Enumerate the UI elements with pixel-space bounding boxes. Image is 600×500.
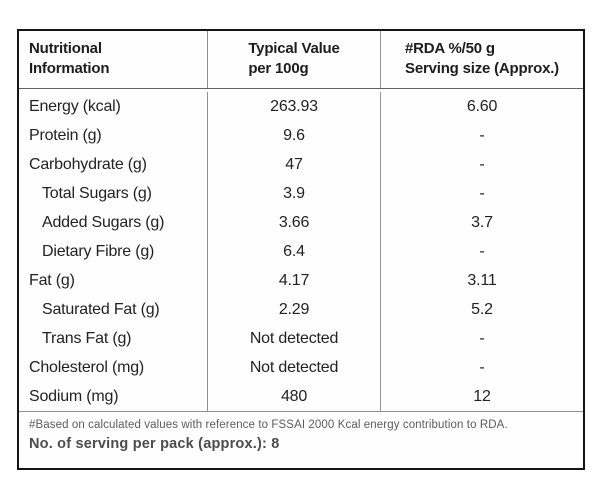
row-value-per-100g: 480 xyxy=(207,382,380,411)
header-line: Serving size (Approx.) xyxy=(405,59,559,77)
table-row-fat: Fat (g) 4.17 3.11 xyxy=(19,266,583,295)
row-value-per-100g: 9.6 xyxy=(207,121,380,150)
nutrition-facts-table: Nutritional Information Typical Value pe… xyxy=(17,29,585,470)
row-value-per-100g: Not detected xyxy=(207,353,380,382)
row-rda-value: 3.7 xyxy=(380,208,583,237)
table-row-total-sugars: Total Sugars (g) 3.9 - xyxy=(19,179,583,208)
servings-per-pack: No. of serving per pack (approx.): 8 xyxy=(29,436,280,452)
row-rda-value: - xyxy=(380,324,583,353)
row-rda-value: - xyxy=(380,353,583,382)
table-row-cholesterol: Cholesterol (mg) Not detected - xyxy=(19,353,583,382)
header-typical-value: Typical Value per 100g xyxy=(207,31,380,88)
table-row-trans-fat: Trans Fat (g) Not detected - xyxy=(19,324,583,353)
row-rda-value: - xyxy=(380,237,583,266)
row-label: Cholesterol (mg) xyxy=(29,358,145,376)
row-rda-value: - xyxy=(380,150,583,179)
row-label: Added Sugars (g) xyxy=(42,213,165,231)
row-label: Fat (g) xyxy=(29,271,75,289)
row-rda-value: - xyxy=(380,179,583,208)
row-label: Sodium (mg) xyxy=(29,387,119,405)
rda-footnote: #Based on calculated values with referen… xyxy=(29,419,508,431)
row-label: Energy (kcal) xyxy=(29,97,121,115)
row-value-per-100g: 4.17 xyxy=(207,266,380,295)
table-body: Energy (kcal) 263.93 6.60 Protein (g) 9.… xyxy=(19,89,583,411)
header-line: per 100g xyxy=(248,59,309,77)
header-line: Nutritional xyxy=(29,40,102,57)
row-rda-value: 12 xyxy=(380,382,583,411)
row-label: Dietary Fibre (g) xyxy=(42,242,155,260)
row-value-per-100g: 3.9 xyxy=(207,179,380,208)
table-row-sodium: Sodium (mg) 480 12 xyxy=(19,382,583,411)
row-rda-value: 6.60 xyxy=(380,92,583,121)
row-value-per-100g: 6.4 xyxy=(207,237,380,266)
table-row-energy: Energy (kcal) 263.93 6.60 xyxy=(19,92,583,121)
row-label: Trans Fat (g) xyxy=(42,329,132,347)
table-row-protein: Protein (g) 9.6 - xyxy=(19,121,583,150)
header-rda-serving: #RDA %/50 g Serving size (Approx.) xyxy=(380,31,583,88)
row-value-per-100g: 2.29 xyxy=(207,295,380,324)
table-row-added-sugars: Added Sugars (g) 3.66 3.7 xyxy=(19,208,583,237)
row-rda-value: - xyxy=(380,121,583,150)
header-line: Typical Value xyxy=(248,40,340,57)
row-value-per-100g: 263.93 xyxy=(207,92,380,121)
table-row-saturated-fat: Saturated Fat (g) 2.29 5.2 xyxy=(19,295,583,324)
header-line: Information xyxy=(29,59,110,77)
row-label: Protein (g) xyxy=(29,126,102,144)
header-line: #RDA %/50 g xyxy=(405,40,495,57)
row-label: Total Sugars (g) xyxy=(42,184,152,202)
table-row-dietary-fibre: Dietary Fibre (g) 6.4 - xyxy=(19,237,583,266)
row-rda-value: 3.11 xyxy=(380,266,583,295)
row-label: Saturated Fat (g) xyxy=(42,300,160,318)
row-value-per-100g: 3.66 xyxy=(207,208,380,237)
row-label: Carbohydrate (g) xyxy=(29,155,147,173)
row-value-per-100g: Not detected xyxy=(207,324,380,353)
table-header-row: Nutritional Information Typical Value pe… xyxy=(19,31,583,89)
row-rda-value: 5.2 xyxy=(380,295,583,324)
table-row-carbohydrate: Carbohydrate (g) 47 - xyxy=(19,150,583,179)
table-footer: #Based on calculated values with referen… xyxy=(19,411,583,468)
header-nutritional-information: Nutritional Information xyxy=(19,31,207,88)
row-value-per-100g: 47 xyxy=(207,150,380,179)
